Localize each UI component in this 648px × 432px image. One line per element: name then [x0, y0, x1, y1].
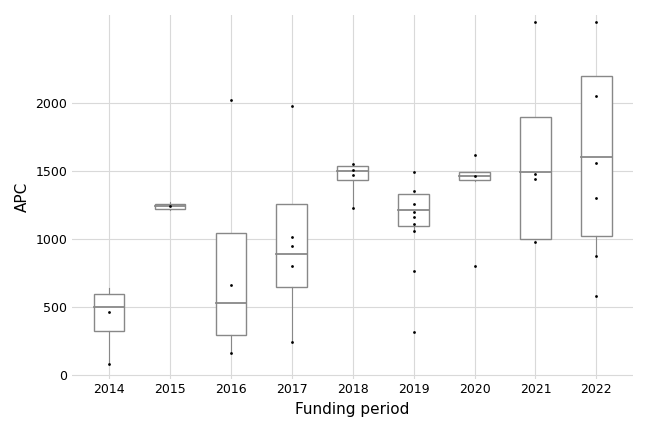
Bar [399, 194, 429, 226]
Bar [520, 117, 551, 239]
Bar [277, 203, 307, 287]
Y-axis label: APC: APC [15, 182, 30, 212]
Bar [93, 295, 124, 331]
Bar [459, 172, 490, 180]
Bar [581, 76, 612, 236]
Bar [216, 233, 246, 335]
X-axis label: Funding period: Funding period [295, 402, 410, 417]
Bar [155, 204, 185, 209]
Bar [338, 165, 368, 180]
